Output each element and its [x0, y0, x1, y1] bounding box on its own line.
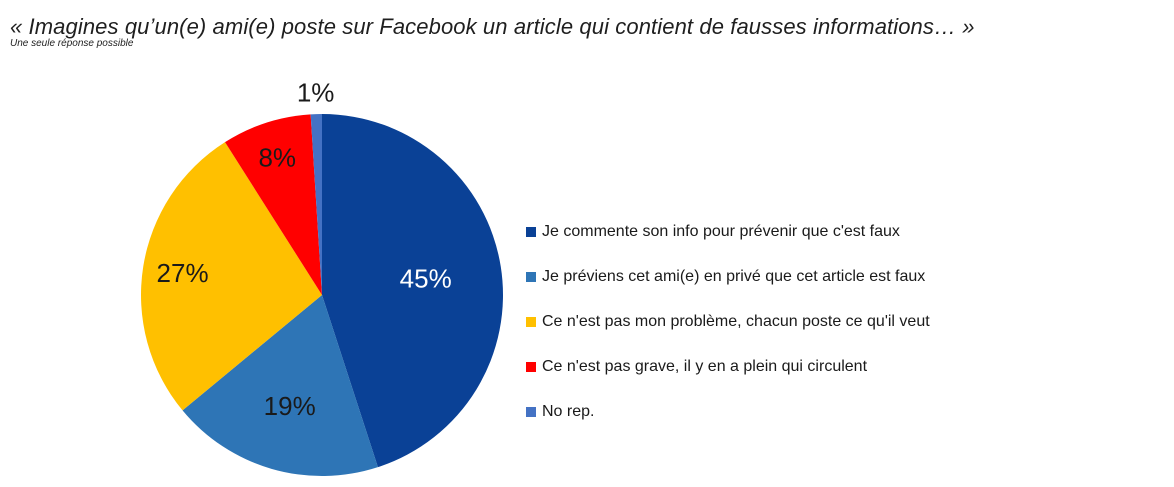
legend-item-ce-n-est-pas-grave-il-y-en-a-plein-qui-circulent: Ce n'est pas grave, il y en a plein qui … [526, 344, 1086, 389]
legend-label: No rep. [542, 402, 595, 420]
legend-swatch [526, 361, 536, 372]
pie-slice-ce-n-est-pas-grave-il-y-en-a-plein-qui-circulent [225, 114, 322, 295]
data-label-je-commente-son-info-pour-prevenir-que-c-est-faux: 45% [400, 264, 452, 294]
legend-swatch [526, 271, 536, 282]
data-label-je-previens-cet-ami-e-en-prive-que-cet-article-est-faux: 19% [264, 391, 316, 421]
pie-slice-je-commente-son-info-pour-prevenir-que-c-est-faux [322, 114, 504, 468]
legend-item-ce-n-est-pas-mon-probleme-chacun-poste-ce-qu-il-veut: Ce n'est pas mon problème, chacun poste … [526, 299, 1086, 344]
legend-swatch [526, 226, 536, 237]
legend-swatch [526, 316, 536, 327]
legend-item-je-previens-cet-ami-e-en-prive-que-cet-article-est-faux: Je préviens cet ami(e) en privé que cet … [526, 254, 1086, 299]
pie-slice-je-previens-cet-ami-e-en-prive-que-cet-article-est-faux [182, 295, 378, 476]
legend-label: Je préviens cet ami(e) en privé que cet … [542, 267, 926, 285]
data-label-ce-n-est-pas-grave-il-y-en-a-plein-qui-circulent: 8% [258, 142, 296, 172]
legend-swatch [526, 406, 536, 417]
pie-slice-ce-n-est-pas-mon-probleme-chacun-poste-ce-qu-il-veut [141, 142, 322, 411]
chart-legend: Je commente son info pour prévenir que c… [526, 209, 1086, 434]
data-label-ce-n-est-pas-mon-probleme-chacun-poste-ce-qu-il-veut: 27% [157, 258, 209, 288]
legend-label: Je commente son info pour prévenir que c… [542, 222, 900, 240]
chart-subtitle: Une seule réponse possible [10, 38, 134, 49]
legend-label: Ce n'est pas grave, il y en a plein qui … [542, 357, 868, 375]
chart-title: « Imagines qu’un(e) ami(e) poste sur Fac… [10, 14, 975, 39]
legend-item-je-commente-son-info-pour-prevenir-que-c-est-faux: Je commente son info pour prévenir que c… [526, 209, 1086, 254]
data-label-no-rep: 1% [297, 77, 335, 107]
legend-item-no-rep: No rep. [526, 389, 1086, 434]
pie-slice-no-rep [310, 114, 322, 295]
legend-label: Ce n'est pas mon problème, chacun poste … [542, 312, 930, 330]
